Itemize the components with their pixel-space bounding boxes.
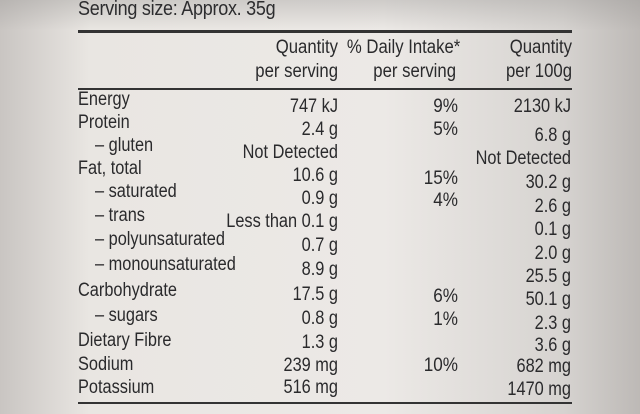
table-bottom-rule bbox=[78, 402, 572, 404]
header-daily-intake: % Daily Intake* per serving bbox=[346, 36, 461, 84]
row-label-carbohydrate: Carbohydrate bbox=[78, 280, 178, 301]
header-col1-line2: per serving bbox=[255, 61, 338, 82]
daily-intake-sodium: 10% bbox=[423, 355, 458, 376]
per-100g-sodium: 682 mg bbox=[516, 356, 571, 377]
daily-intake-energy: 9% bbox=[433, 96, 458, 117]
per-serving-polyunsaturated: 0.7 g bbox=[301, 235, 338, 256]
row-label-trans: – trans bbox=[95, 205, 145, 226]
top-shadow bbox=[0, 0, 640, 30]
header-col3-line1: Quantity bbox=[509, 37, 572, 58]
per-serving-energy: 747 kJ bbox=[289, 96, 338, 117]
row-label-potassium: Potassium bbox=[78, 377, 155, 398]
per-serving-saturated: 0.9 g bbox=[301, 188, 338, 209]
per-100g-energy: 2130 kJ bbox=[513, 96, 571, 117]
header-col1-line1: Quantity bbox=[275, 37, 338, 58]
per-serving-trans: Less than 0.1 g bbox=[226, 211, 338, 232]
per-100g-protein: 6.8 g bbox=[534, 125, 571, 146]
per-100g-dietary-fibre: 3.6 g bbox=[534, 335, 571, 356]
per-serving-monounsaturated: 8.9 g bbox=[301, 259, 338, 280]
per-100g-potassium: 1470 mg bbox=[507, 379, 571, 400]
header-col2-line1: % Daily Intake* bbox=[346, 37, 461, 58]
per-serving-gluten: Not Detected bbox=[242, 142, 338, 163]
per-100g-monounsaturated: 25.5 g bbox=[525, 266, 571, 287]
per-100g-carbohydrate: 50.1 g bbox=[525, 289, 571, 310]
row-label-polyunsaturated: – polyunsaturated bbox=[95, 229, 225, 250]
header-quantity-per-100g: Quantity per 100g bbox=[473, 36, 572, 84]
per-100g-sugars: 2.3 g bbox=[534, 313, 571, 334]
header-col2-line2: per serving bbox=[373, 61, 456, 82]
daily-intake-protein: 5% bbox=[433, 119, 458, 140]
per-serving-protein: 2.4 g bbox=[301, 119, 338, 140]
row-label-dietary-fibre: Dietary Fibre bbox=[78, 330, 172, 351]
per-serving-potassium: 516 mg bbox=[283, 377, 338, 398]
per-serving-dietary-fibre: 1.3 g bbox=[301, 332, 338, 353]
daily-intake-fat-total: 15% bbox=[423, 168, 458, 189]
row-label-sugars: – sugars bbox=[95, 305, 158, 326]
per-100g-trans: 0.1 g bbox=[534, 219, 571, 240]
row-label-energy: Energy bbox=[78, 89, 130, 110]
daily-intake-carbohydrate: 6% bbox=[433, 286, 458, 307]
per-100g-polyunsaturated: 2.0 g bbox=[534, 243, 571, 264]
row-label-monounsaturated: – monounsaturated bbox=[95, 254, 236, 275]
header-quantity-per-serving: Quantity per serving bbox=[217, 36, 338, 84]
row-label-saturated: – saturated bbox=[95, 181, 177, 202]
per-serving-sodium: 239 mg bbox=[283, 355, 338, 376]
per-serving-fat-total: 10.6 g bbox=[292, 165, 338, 186]
header-col3-line2: per 100g bbox=[505, 61, 572, 82]
header-top-rule bbox=[78, 30, 572, 33]
daily-intake-sugars: 1% bbox=[433, 309, 458, 330]
row-label-fat-total: Fat, total bbox=[78, 158, 142, 179]
per-serving-sugars: 0.8 g bbox=[301, 308, 338, 329]
per-100g-gluten: Not Detected bbox=[475, 148, 571, 169]
per-100g-fat-total: 30.2 g bbox=[525, 172, 571, 193]
serving-size: Serving size: Approx. 35g bbox=[78, 0, 276, 20]
row-label-gluten: – gluten bbox=[95, 135, 154, 156]
per-serving-carbohydrate: 17.5 g bbox=[292, 284, 338, 305]
header-bottom-rule bbox=[78, 88, 572, 90]
row-label-protein: Protein bbox=[78, 112, 130, 133]
per-100g-saturated: 2.6 g bbox=[534, 196, 571, 217]
row-label-sodium: Sodium bbox=[78, 354, 134, 375]
daily-intake-saturated: 4% bbox=[433, 190, 458, 211]
